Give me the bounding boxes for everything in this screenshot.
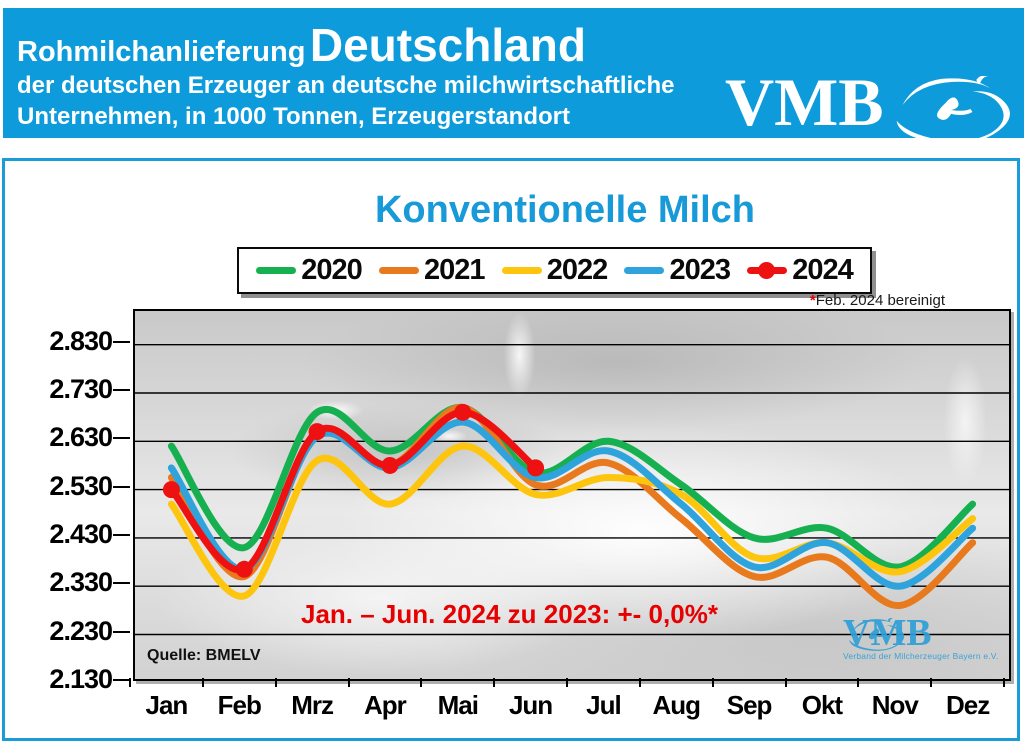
- vmb-swoosh-icon: [896, 76, 1010, 144]
- x-axis-tick: [566, 678, 568, 687]
- y-axis-tick: [113, 582, 130, 585]
- plot-area: Jan. – Jun. 2024 zu 2023: +- 0,0%* Quell…: [133, 309, 1011, 681]
- x-axis-label-Mrz: Mrz: [291, 690, 334, 720]
- header-subtitle-line1: der deutschen Erzeuger an deutsche milch…: [17, 72, 675, 99]
- y-axis-label: 2.330: [49, 567, 113, 598]
- x-axis-label-Jan: Jan: [145, 690, 189, 720]
- x-axis-tick: [493, 678, 496, 687]
- x-axis-label-Sep: Sep: [726, 690, 773, 720]
- y-axis-label: 2.430: [49, 518, 113, 549]
- series-marker-2024: [308, 423, 326, 441]
- chart-title: Konventionelle Milch: [374, 189, 756, 231]
- y-axis-label: 2.630: [49, 422, 113, 453]
- vmb-logo-text: VMB: [725, 64, 884, 140]
- chart-panel: Konventionelle Milch 2020 2021 2022 2023 202…: [2, 158, 1020, 741]
- x-axis-tick: [784, 678, 787, 687]
- y-axis-tick: [113, 630, 130, 633]
- legend: 2020 2021 2022 2023 2024: [237, 247, 872, 294]
- legend-item-2021: 2021: [378, 254, 486, 287]
- y-axis-tick: [113, 437, 130, 440]
- legend-item-2022: 2022: [501, 254, 609, 287]
- legend-label-2020: 2020: [301, 254, 363, 286]
- y-axis-tick: [113, 340, 130, 343]
- x-axis-label-Jun: Jun: [508, 690, 553, 720]
- series-marker-2024: [381, 456, 399, 474]
- y-axis-label: 2.730: [49, 374, 113, 404]
- series-marker-2024: [527, 459, 545, 477]
- vmb-logo: VMB: [725, 66, 1024, 150]
- series-marker-2024: [162, 481, 180, 499]
- x-axis-label-Okt: Okt: [801, 690, 843, 720]
- y-axis-tick: [113, 389, 130, 391]
- note-asterisk: *: [809, 292, 816, 309]
- series-marker-2024: [235, 560, 253, 578]
- note-text: Feb. 2024 bereinigt: [815, 292, 945, 309]
- y-axis-tick: [113, 485, 130, 488]
- y-axis-tick: [113, 533, 130, 536]
- header-title-large: Deutschland: [309, 19, 586, 71]
- legend-item-2020: 2020: [256, 254, 363, 287]
- legend-swatch-2021: [378, 267, 419, 274]
- legend-marker-dot: [758, 262, 776, 279]
- series-line-2024: [167, 408, 540, 574]
- legend-swatch-2024: [747, 262, 788, 279]
- x-axis-tick: [420, 678, 423, 687]
- x-axis-tick: [274, 678, 277, 687]
- x-axis-tick: [129, 678, 131, 687]
- header-subtitle-line2: Unternehmen, in 1000 Tonnen, Erzeugersta…: [17, 103, 570, 130]
- x-axis-tick: [201, 678, 204, 687]
- x-axis-tick: [347, 678, 350, 687]
- y-axis-label: 2.130: [49, 663, 113, 694]
- legend-label-2021: 2021: [423, 254, 486, 286]
- x-axis-label-Apr: Apr: [364, 690, 407, 720]
- y-axis-label: 2.230: [49, 615, 113, 646]
- series-marker-2024: [454, 403, 472, 421]
- header-band: Rohmilchanlieferung Deutschland der deut…: [3, 8, 1024, 144]
- header-title-small: Rohmilchanlieferung: [17, 36, 306, 68]
- legend-label-2024: 2024: [792, 254, 854, 286]
- legend-swatch-2022: [501, 267, 542, 274]
- x-axis-tick: [930, 678, 933, 687]
- legend-note: *Feb. 2024 bereinigt: [645, 292, 945, 309]
- x-axis-label-Aug: Aug: [652, 690, 701, 720]
- legend-label-2022: 2022: [546, 254, 609, 286]
- x-axis-label-Feb: Feb: [217, 690, 262, 720]
- y-axis-label: 2.830: [49, 325, 113, 356]
- watermark-swoosh-icon: [849, 618, 905, 651]
- header-title: Rohmilchanlieferung Deutschland: [17, 18, 586, 72]
- plot-svg: [135, 344, 1009, 636]
- x-axis-tick: [1003, 678, 1005, 687]
- legend-swatch-2023: [624, 267, 665, 274]
- legend-item-2023: 2023: [624, 254, 731, 287]
- legend-item-2024: 2024: [747, 254, 854, 287]
- y-axis-tick: [113, 678, 130, 681]
- x-axis-label-Jul: Jul: [586, 690, 622, 720]
- x-axis-tick: [857, 678, 860, 687]
- watermark-subtext: Verband der Milcherzeuger Bayern e.V.: [843, 651, 999, 662]
- x-axis-label-Mai: Mai: [437, 690, 479, 720]
- x-axis-tick: [638, 678, 641, 687]
- legend-label-2023: 2023: [669, 254, 731, 286]
- x-axis-label-Dez: Dez: [945, 690, 990, 720]
- legend-swatch-2020: [256, 267, 297, 274]
- series-line-2020: [167, 403, 977, 571]
- x-axis-tick: [711, 678, 714, 687]
- y-axis-label: 2.530: [49, 470, 113, 501]
- annotation: Jan. – Jun. 2024 zu 2023: +- 0,0%*: [301, 599, 718, 629]
- x-axis-label-Nov: Nov: [871, 690, 919, 720]
- source-label: Quelle: BMELV: [147, 647, 261, 664]
- watermark: VMB Verband der Milcherzeuger Bayern e.V…: [843, 614, 1013, 662]
